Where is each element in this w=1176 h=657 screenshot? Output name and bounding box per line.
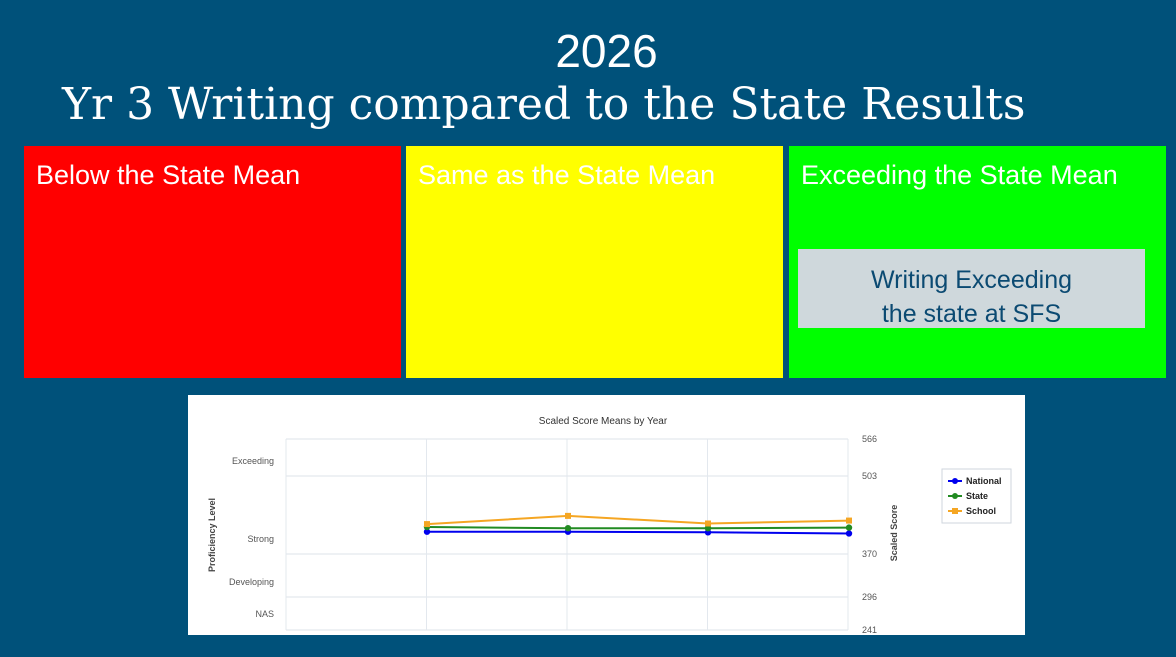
series-line bbox=[427, 530, 850, 535]
series-line bbox=[426, 526, 850, 530]
data-point bbox=[846, 517, 852, 524]
data-point bbox=[564, 524, 572, 532]
below-state-mean-label: Below the State Mean bbox=[36, 160, 301, 190]
band-labels: Exceeding Strong Developing NAS bbox=[229, 456, 274, 619]
same-as-state-mean-label: Same as the State Mean bbox=[418, 160, 716, 190]
legend-swatch-marker bbox=[952, 508, 958, 514]
data-point bbox=[423, 528, 431, 535]
legend-item-label[interactable]: National bbox=[966, 476, 1002, 486]
writing-exceeding-callout: Writing Exceeding the state at SFS bbox=[798, 249, 1145, 328]
legend-swatch-marker bbox=[952, 493, 958, 499]
legend-item-label[interactable]: School bbox=[966, 506, 996, 516]
right-tick-label: 296 bbox=[862, 592, 877, 602]
series-line bbox=[426, 514, 850, 526]
exceeding-state-mean-box: Exceeding the State Mean Writing Exceedi… bbox=[789, 146, 1166, 378]
legend-swatch-marker bbox=[952, 478, 958, 484]
chart-title: Scaled Score Means by Year bbox=[539, 416, 668, 427]
same-as-state-mean-box: Same as the State Mean bbox=[406, 146, 783, 378]
below-state-mean-box: Below the State Mean bbox=[24, 146, 401, 378]
slide-year: 2026 bbox=[555, 25, 658, 77]
data-point bbox=[705, 520, 711, 527]
scaled-score-chart: Scaled Score Means by Year Exceeding Stro… bbox=[188, 395, 1025, 635]
data-point bbox=[845, 530, 853, 537]
right-tick-label: 241 bbox=[862, 625, 877, 635]
band-label: Exceeding bbox=[232, 456, 274, 466]
legend-item-label[interactable]: State bbox=[966, 491, 988, 501]
data-point bbox=[845, 524, 853, 531]
data-point bbox=[704, 524, 712, 532]
right-tick-label: 566 bbox=[862, 434, 877, 444]
right-axis-label: Scaled Score bbox=[889, 505, 899, 562]
band-label: Developing bbox=[229, 577, 274, 587]
right-tick-label: 370 bbox=[862, 549, 877, 559]
exceeding-state-mean-label: Exceeding the State Mean bbox=[801, 160, 1118, 190]
slide-title: Yr 3 Writing compared to the State Resul… bbox=[62, 79, 1026, 130]
chart-series bbox=[423, 512, 853, 537]
callout-line-2: the state at SFS bbox=[881, 300, 1062, 328]
data-point bbox=[565, 512, 571, 519]
chart-grid bbox=[285, 438, 849, 631]
band-label: NAS bbox=[255, 609, 274, 619]
chart-legend[interactable]: National State School bbox=[941, 468, 1012, 524]
band-label: Strong bbox=[247, 534, 274, 544]
left-axis-label: Proficiency Level bbox=[207, 498, 217, 572]
data-point bbox=[424, 521, 430, 528]
callout-line-1: Writing Exceeding bbox=[870, 266, 1073, 294]
chart-svg: Scaled Score Means by Year Exceeding Stro… bbox=[207, 416, 1012, 635]
right-tick-labels: 566 503 370 296 241 bbox=[862, 434, 877, 635]
right-tick-label: 503 bbox=[862, 471, 877, 481]
